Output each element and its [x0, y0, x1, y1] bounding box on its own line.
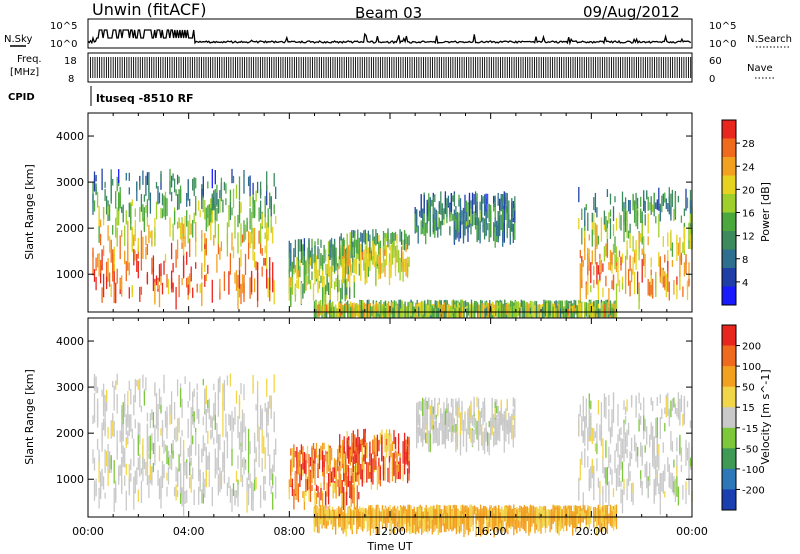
beam-title: Beam 03 — [355, 4, 422, 22]
colorbar-segment — [722, 489, 736, 511]
freq-tick-low: 8 — [68, 74, 74, 85]
freq-trace — [90, 57, 692, 78]
nave-label: Nave — [747, 63, 773, 74]
date-title: 09/Aug/2012 — [583, 3, 680, 21]
x-tick-label: 16:00 — [475, 525, 507, 538]
colorbar-tick-label: -15 — [742, 424, 758, 435]
colorbar-tick-label: 20 — [742, 185, 755, 196]
colorbar-tick-label: 50 — [742, 383, 755, 394]
y-tick-label: 1000 — [56, 268, 84, 281]
velocity-data-marks — [92, 373, 693, 538]
x-tick-label: 00:00 — [72, 525, 104, 538]
colorbar-tick-label: 8 — [742, 255, 748, 266]
nsearch-label: N.Search — [747, 34, 792, 45]
colorbar-tick-label: -50 — [742, 444, 758, 455]
x-tick-label: 08:00 — [273, 525, 305, 538]
colorbar-segment — [722, 249, 736, 269]
colorbar-tick-label: 200 — [742, 342, 761, 353]
time-axis-ticks: 00:00 04:00 08:00 12:00 16:00 20:00 00:00 — [72, 525, 708, 538]
colorbar-tick-label: 16 — [742, 209, 755, 220]
power-axes: 4000 3000 2000 1000 — [56, 113, 693, 312]
power-data-marks — [92, 168, 693, 333]
colorbar-segment — [722, 286, 736, 306]
x-tick-label: 00:00 — [676, 525, 708, 538]
noise-tick-low-left: 10^0 — [50, 39, 77, 50]
time-axis-label: Time UT — [366, 540, 412, 553]
colorbar-segment — [722, 366, 736, 388]
power-ylabel: Slant Range [km] — [23, 164, 36, 260]
colorbar-tick-label: 100 — [742, 362, 761, 373]
x-tick-label: 12:00 — [374, 525, 406, 538]
colorbar-segment — [722, 325, 736, 347]
freq-tick-high: 18 — [64, 56, 77, 67]
colorbar-segment — [722, 345, 736, 367]
nave-tick-low: 0 — [709, 74, 715, 85]
nsky-trace — [87, 29, 692, 46]
x-tick-label: 20:00 — [575, 525, 607, 538]
colorbar-segment — [722, 448, 736, 470]
y-tick-label: 3000 — [56, 176, 84, 189]
velocity-colorbar-label: Velocity [m s^-1] — [759, 369, 772, 464]
colorbar-segment — [722, 427, 736, 449]
y-tick-label: 4000 — [56, 130, 84, 143]
colorbar-segment — [722, 175, 736, 195]
colorbar-segment — [722, 386, 736, 408]
noise-tick-low-right: 10^0 — [709, 39, 736, 50]
colorbar-tick-label: -100 — [742, 465, 765, 476]
velocity-ylabel: Slant Range [km] — [23, 369, 36, 465]
noise-tick-high-left: 10^5 — [50, 21, 77, 32]
colorbar-tick-label: 4 — [742, 278, 748, 289]
colorbar-tick-label: 15 — [742, 403, 755, 414]
freq-label-2: [MHz] — [10, 67, 39, 78]
noise-tick-high-right: 10^5 — [709, 21, 736, 32]
y-tick-label: 2000 — [56, 222, 84, 235]
colorbar-frame — [721, 324, 737, 511]
y-tick-label: 3000 — [56, 381, 84, 394]
colorbar-segment — [722, 138, 736, 158]
colorbar-tick-label: -200 — [742, 485, 765, 496]
freq-panel-frame — [87, 52, 693, 83]
power-colorbar-label: Power [dB] — [759, 182, 772, 242]
power-colorbar: 28 24 20 16 12 8 4 — [721, 119, 755, 306]
colorbar-segment — [722, 407, 736, 429]
y-tick-label: 4000 — [56, 335, 84, 348]
colorbar-tick-label: 28 — [742, 139, 755, 150]
x-tick-label: 04:00 — [173, 525, 205, 538]
colorbar-segment — [722, 212, 736, 232]
colorbar-segment — [722, 157, 736, 176]
colorbar-segment — [722, 468, 736, 490]
cpid-label: CPID — [8, 92, 35, 103]
colorbar-tick-label: 24 — [742, 162, 755, 173]
colorbar-segment — [722, 194, 736, 213]
y-tick-label: 2000 — [56, 427, 84, 440]
freq-label-1: Freq. — [17, 54, 42, 65]
colorbar-segment — [722, 120, 736, 139]
colorbar-segment — [722, 231, 736, 250]
station-title: Unwin (fitACF) — [92, 0, 206, 19]
nsky-label: N.Sky — [4, 34, 32, 45]
colorbar-tick-label: 12 — [742, 232, 755, 243]
velocity-colorbar: 200 100 50 15 -15 -50 -100 -200 — [721, 324, 765, 511]
velocity-axes: 4000 3000 2000 1000 — [56, 318, 693, 517]
cpid-text: ltuseq -8510 RF — [96, 92, 194, 105]
noise-panel-frame — [87, 18, 693, 49]
nave-tick-high: 60 — [709, 56, 722, 67]
y-tick-label: 1000 — [56, 473, 84, 486]
colorbar-segment — [722, 268, 736, 287]
